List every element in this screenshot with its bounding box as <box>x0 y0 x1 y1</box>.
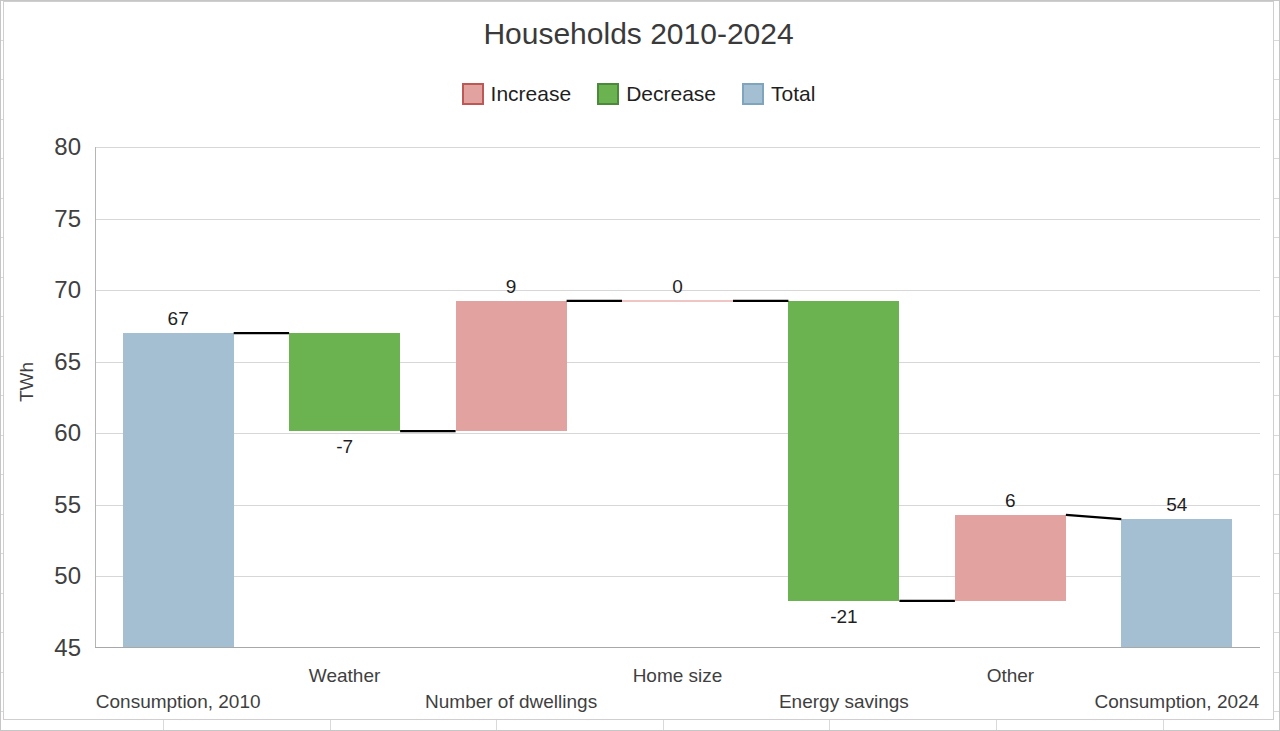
legend-item-decrease[interactable]: Decrease <box>597 83 716 105</box>
connector-lines <box>95 147 1260 648</box>
legend-swatch-icon <box>597 83 619 105</box>
chart-object[interactable]: Households 2010-2024 Increase Decrease Tot… <box>3 1 1274 720</box>
connector-line <box>1066 515 1121 519</box>
chart-legend: Increase Decrease Total <box>4 83 1273 105</box>
y-tick-label: 55 <box>35 493 81 517</box>
x-tick-label: Number of dwellings <box>396 691 626 713</box>
legend-swatch-icon <box>462 83 484 105</box>
y-tick-label: 50 <box>35 564 81 588</box>
x-tick-label: Other <box>895 665 1125 687</box>
legend-item-label: Decrease <box>626 83 716 105</box>
x-tick-label: Home size <box>563 665 793 687</box>
y-tick-label: 80 <box>35 135 81 159</box>
spreadsheet-canvas: Households 2010-2024 Increase Decrease Tot… <box>0 0 1280 731</box>
y-tick-label: 70 <box>35 278 81 302</box>
legend-item-increase[interactable]: Increase <box>462 83 572 105</box>
y-axis-title: TWh <box>16 332 40 432</box>
legend-item-total[interactable]: Total <box>742 83 815 105</box>
x-tick-label: Energy savings <box>729 691 959 713</box>
x-tick-label: Weather <box>230 665 460 687</box>
y-tick-label: 75 <box>35 207 81 231</box>
legend-swatch-icon <box>742 83 764 105</box>
legend-item-label: Increase <box>491 83 572 105</box>
y-tick-label: 60 <box>35 421 81 445</box>
x-tick-label: Consumption, 2024 <box>1062 691 1280 713</box>
x-tick-label: Consumption, 2010 <box>63 691 293 713</box>
chart-title: Households 2010-2024 <box>4 16 1273 52</box>
legend-item-label: Total <box>771 83 815 105</box>
y-tick-label: 45 <box>35 636 81 660</box>
plot-area: 67-790-21654 <box>95 147 1260 648</box>
y-tick-label: 65 <box>35 350 81 374</box>
